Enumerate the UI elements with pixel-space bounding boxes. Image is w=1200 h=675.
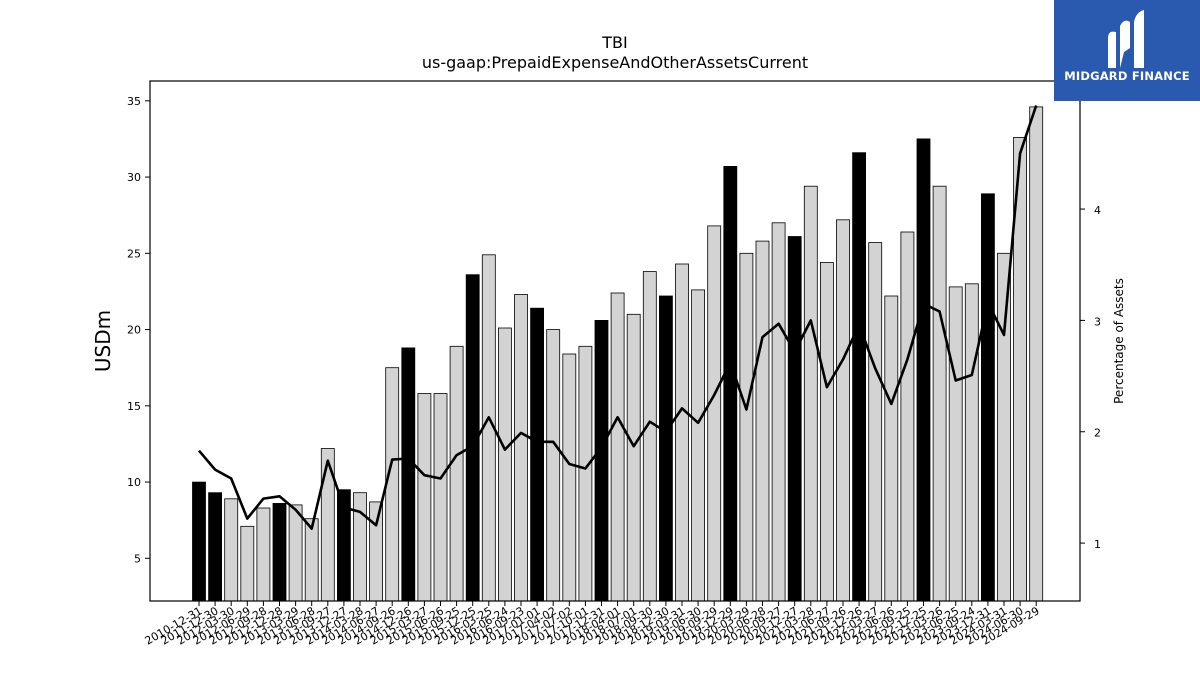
bar bbox=[787, 236, 802, 602]
bar bbox=[900, 231, 915, 602]
y2-axis: 1 2 3 4 bbox=[1080, 204, 1101, 551]
bar bbox=[981, 193, 995, 602]
y2-axis-label: Percentage of Assets bbox=[1112, 278, 1126, 404]
y-tick-label: 30 bbox=[127, 171, 141, 184]
bar bbox=[997, 252, 1011, 602]
y-tick-label: 20 bbox=[127, 324, 141, 337]
bar bbox=[192, 481, 206, 602]
y-axis-label: USDm bbox=[91, 310, 115, 372]
brand-name: MIDGARD FINANCE bbox=[1064, 69, 1190, 83]
bar bbox=[578, 345, 593, 602]
bar bbox=[353, 492, 367, 602]
bar bbox=[739, 252, 754, 602]
bar bbox=[820, 262, 834, 602]
bar bbox=[691, 289, 705, 602]
y-tick-label: 5 bbox=[134, 552, 141, 565]
brand-logo: MIDGARD FINANCE bbox=[1054, 0, 1200, 101]
y2-tick-label: 3 bbox=[1094, 315, 1101, 328]
bar bbox=[707, 225, 722, 602]
bar bbox=[256, 507, 271, 602]
bar bbox=[385, 367, 400, 602]
chart-title: TBI bbox=[601, 33, 627, 52]
bar bbox=[417, 393, 432, 602]
bar bbox=[1029, 106, 1044, 602]
midgard-m-icon bbox=[1108, 10, 1144, 69]
bar bbox=[916, 138, 931, 602]
bar bbox=[610, 292, 625, 602]
bar bbox=[948, 286, 963, 602]
bar bbox=[449, 345, 464, 602]
bar bbox=[562, 353, 577, 602]
bar bbox=[642, 271, 657, 602]
bar bbox=[401, 347, 416, 602]
x-axis: 2010-12-312011-12-302012-03-302012-06-29… bbox=[143, 601, 1042, 648]
y2-tick-label: 1 bbox=[1094, 538, 1101, 551]
bar bbox=[803, 185, 818, 602]
bar bbox=[240, 525, 255, 602]
y-tick-label: 10 bbox=[127, 476, 141, 489]
bar bbox=[497, 327, 512, 602]
bar bbox=[530, 307, 544, 602]
bar bbox=[755, 240, 770, 602]
bar bbox=[836, 219, 850, 602]
y-tick-label: 35 bbox=[127, 95, 141, 108]
bar bbox=[288, 504, 303, 602]
bar bbox=[224, 498, 239, 602]
bar bbox=[771, 222, 786, 602]
bar bbox=[932, 185, 947, 602]
bar bbox=[884, 295, 899, 602]
bar bbox=[659, 295, 673, 602]
y-tick-label: 15 bbox=[127, 400, 141, 413]
bar bbox=[304, 518, 319, 602]
bar bbox=[852, 152, 866, 602]
bar bbox=[546, 329, 561, 602]
y2-tick-label: 4 bbox=[1094, 204, 1101, 217]
bar bbox=[514, 294, 528, 602]
bar bbox=[208, 492, 223, 602]
bar bbox=[723, 165, 738, 602]
line-series bbox=[198, 105, 1038, 530]
bar bbox=[675, 263, 689, 602]
bar bbox=[433, 393, 448, 602]
plot-frame bbox=[149, 80, 1081, 602]
y-axis: 5 10 15 20 25 30 35 bbox=[127, 95, 150, 565]
bar bbox=[868, 242, 883, 602]
percentage-line bbox=[198, 105, 1038, 530]
bar bbox=[964, 283, 979, 602]
bar bbox=[369, 501, 384, 602]
bar-series bbox=[192, 106, 1044, 602]
bar bbox=[594, 319, 609, 602]
bar bbox=[272, 502, 287, 602]
y-tick-label: 25 bbox=[127, 247, 141, 260]
chart-subtitle: us-gaap:PrepaidExpenseAndOtherAssetsCurr… bbox=[422, 53, 808, 72]
y2-tick-label: 2 bbox=[1094, 427, 1101, 440]
bar bbox=[626, 313, 641, 602]
